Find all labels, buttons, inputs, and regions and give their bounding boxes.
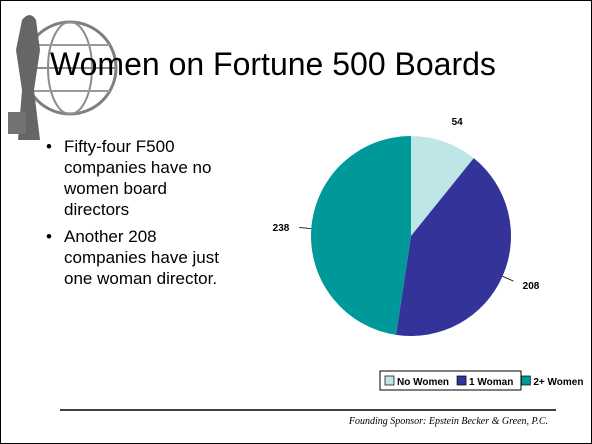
legend-swatch: [456, 375, 467, 386]
legend-swatch: [384, 375, 395, 386]
pie-slice: [311, 136, 411, 335]
data-label: 54: [452, 117, 464, 128]
footer: Founding Sponsor: Epstein Becker & Green…: [348, 416, 548, 427]
bullet: Fifty-four F500 companies have no women …: [46, 136, 234, 220]
leader-line: [299, 227, 312, 229]
data-label: 208: [523, 281, 540, 292]
pie-slice: [395, 158, 512, 336]
leader-line: [502, 275, 514, 282]
data-label: 238: [273, 223, 290, 234]
logo: [8, 15, 118, 140]
pie-slice: [411, 136, 474, 236]
legend-swatch: [520, 375, 531, 386]
legend-label: 2+ Women: [533, 377, 583, 388]
bullet: Another 208 companies have just one woma…: [46, 226, 234, 289]
bullet-list: Fifty-four F500 companies have no women …: [30, 136, 240, 295]
legend-label: No Women: [397, 377, 449, 388]
legend-label: 1 Woman: [469, 377, 513, 388]
slide-title: Women on Fortune 500 Boards: [50, 46, 496, 82]
